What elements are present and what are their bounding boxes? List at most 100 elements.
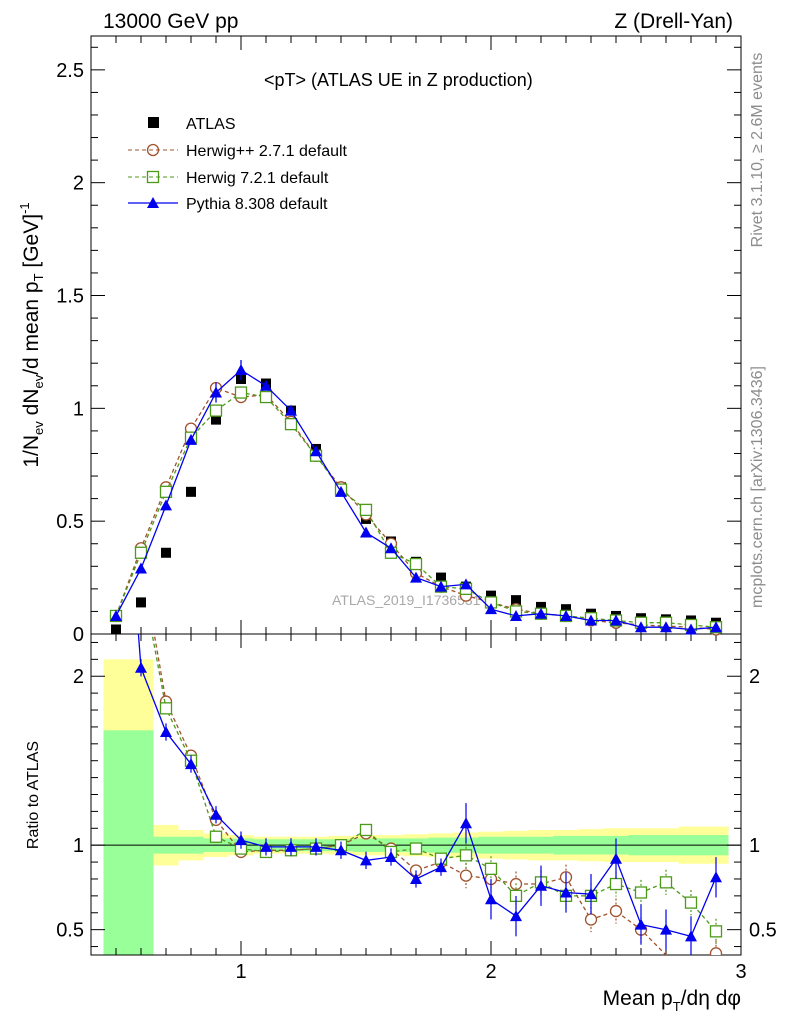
main-point-3-17 xyxy=(535,607,547,619)
main-point-2-10 xyxy=(359,503,373,517)
main-point-0-16 xyxy=(511,595,521,606)
main-point-3-15 xyxy=(485,603,497,615)
main-point-3-8 xyxy=(310,445,322,457)
main-y-label-0: 0 xyxy=(73,624,84,646)
legend-herwig7: Herwig 7.2.1 default xyxy=(186,170,329,187)
ratio-point-1-12 xyxy=(409,842,423,855)
legend-herwigpp: Herwig++ 2.7.1 default xyxy=(186,143,348,160)
main-point-2-7 xyxy=(284,417,298,431)
ratio-point-1-14 xyxy=(459,849,473,862)
ratio-point-2-21 xyxy=(635,918,647,930)
ratio-point-2-14 xyxy=(460,817,472,829)
legend-pythia: Pythia 8.308 default xyxy=(186,196,328,213)
main-point-0-15 xyxy=(486,590,496,601)
ratio-y-label-right-2: 2 xyxy=(749,666,760,688)
x-tick-label-3: 3 xyxy=(735,961,746,983)
ratio-point-2-23 xyxy=(685,930,697,942)
ratio-y-label-right-1: 1 xyxy=(749,835,760,857)
ratio-point-2-22 xyxy=(660,923,672,935)
legend: <pT> (ATLAS UE in Z production) ATLAS He… xyxy=(128,70,533,213)
main-point-3-18 xyxy=(560,609,572,621)
mcplots-label: mcplots.cern.ch [arXiv:1306.3436] xyxy=(749,366,766,608)
main-y-axis-title: 1/Nev dNev/d mean pT [GeV]-1 xyxy=(17,202,46,467)
ratio-point-2-18 xyxy=(560,886,572,898)
ratio-point-1-4 xyxy=(209,830,223,843)
main-point-2-1 xyxy=(134,546,148,559)
ratio-y-label-right-0.5: 0.5 xyxy=(749,920,777,942)
ratio-point-2-9 xyxy=(335,844,347,856)
legend-herwigpp-marker xyxy=(146,143,160,157)
ratio-y-label-left-1: 1 xyxy=(73,835,84,857)
main-panel-marks xyxy=(109,359,723,636)
ratio-point-2-13 xyxy=(435,861,447,873)
ratio-point-1-22 xyxy=(659,876,673,889)
rivet-label: Rivet 3.1.10, ≥ 2.6M events xyxy=(749,53,766,248)
band-inner-1 xyxy=(128,730,154,955)
ratio-point-2-12 xyxy=(410,872,422,884)
ratio-point-2-24 xyxy=(710,871,722,883)
main-point-2-5 xyxy=(234,386,248,399)
main-point-2-6 xyxy=(259,390,273,404)
main-point-3-6 xyxy=(260,379,272,391)
main-point-3-13 xyxy=(435,580,447,592)
main-point-3-21 xyxy=(635,621,647,633)
ratio-point-1-20 xyxy=(609,877,623,891)
main-point-0-18 xyxy=(561,604,571,615)
main-point-3-5 xyxy=(235,363,247,375)
ratio-point-2-10 xyxy=(360,854,372,866)
ratio-point-1-2 xyxy=(159,702,173,715)
ratio-y-label-left-2: 2 xyxy=(73,666,84,688)
main-point-0-1 xyxy=(136,597,146,608)
main-point-3-23 xyxy=(685,623,697,635)
main-y-label-2.5: 2.5 xyxy=(56,60,84,82)
ratio-point-0-19 xyxy=(584,913,598,926)
main-point-3-22 xyxy=(660,621,672,633)
ratio-point-2-15 xyxy=(485,893,497,905)
ratio-point-1-24 xyxy=(709,925,723,938)
ratio-clipped-group xyxy=(135,634,723,955)
main-point-0-2 xyxy=(161,547,171,558)
ratio-y-label-left-0.5: 0.5 xyxy=(56,920,84,942)
main-point-2-12 xyxy=(409,557,423,571)
main-point-0-13 xyxy=(436,572,446,583)
axis-ticks: 1 2 3 0 0.5 1 1.5 2 2.5 0.5 0.5 1 1 2 2 xyxy=(56,36,777,983)
main-y-label-2: 2 xyxy=(73,173,84,195)
ratio-y-axis-title: Ratio to ATLAS xyxy=(25,741,42,849)
main-line-3 xyxy=(115,369,717,631)
x-tick-label-2: 2 xyxy=(485,961,496,983)
svg-text:Mean pT/dη dφ: Mean pT/dη dφ xyxy=(603,987,741,1014)
legend-atlas: ATLAS xyxy=(186,116,236,133)
main-point-3-7 xyxy=(285,404,297,416)
main-point-3-14 xyxy=(460,578,472,590)
ratio-point-0-24 xyxy=(709,947,723,955)
main-y-label-1.5: 1.5 xyxy=(56,286,84,308)
main-point-3-3 xyxy=(185,433,197,445)
main-point-0-0 xyxy=(111,624,121,635)
main-point-3-1 xyxy=(135,562,147,574)
ratio-point-2-3 xyxy=(185,758,197,770)
main-point-3-0 xyxy=(110,609,122,621)
ratio-point-2-20 xyxy=(610,852,622,864)
ratio-point-2-17 xyxy=(535,879,547,891)
main-point-3-11 xyxy=(385,542,397,554)
main-point-0-3 xyxy=(186,486,196,497)
main-point-2-4 xyxy=(209,404,223,417)
band-inner-0 xyxy=(103,730,129,955)
ratio-uncertainty-bands xyxy=(91,659,741,955)
ratio-point-1-10 xyxy=(359,823,373,837)
main-point-3-20 xyxy=(610,614,622,626)
legend-title: <pT> (ATLAS UE in Z production) xyxy=(264,70,533,90)
legend-atlas-marker xyxy=(148,117,159,128)
ratio-point-2-7 xyxy=(285,840,297,852)
legend-pythia-marker xyxy=(147,197,159,208)
ratio-point-1-15 xyxy=(484,862,498,875)
x-tick-label-1: 1 xyxy=(235,961,246,983)
ratio-point-2-19 xyxy=(585,888,597,900)
ratio-point-0-20 xyxy=(609,904,623,918)
svg-text:1/Nev dNev/d mean pT [GeV]-1: 1/Nev dNev/d mean pT [GeV]-1 xyxy=(17,202,46,467)
ratio-point-2-5 xyxy=(235,834,247,846)
main-point-3-10 xyxy=(360,526,372,538)
legend-herwig7-marker xyxy=(146,170,160,184)
ratio-point-2-16 xyxy=(510,910,522,922)
